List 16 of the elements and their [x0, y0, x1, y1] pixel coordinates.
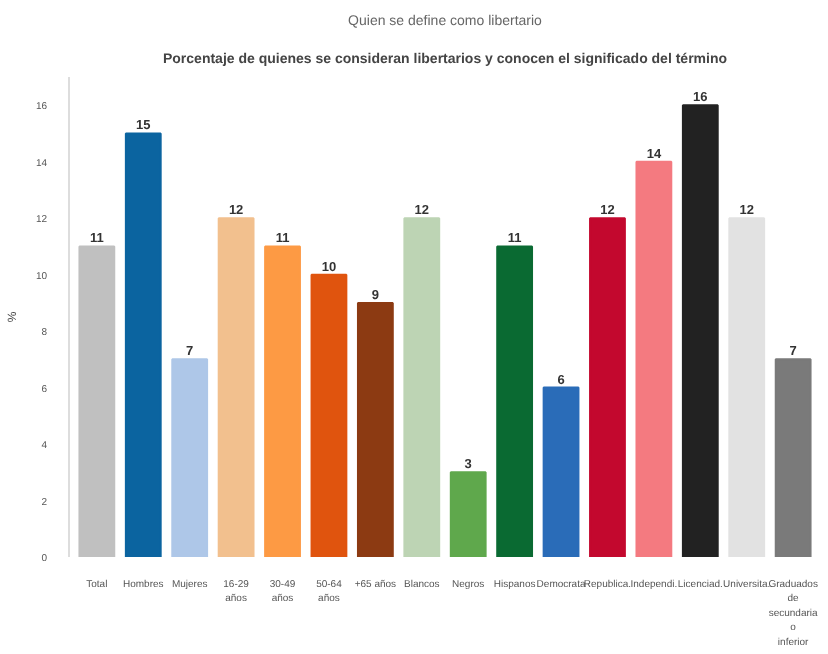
bar — [171, 358, 209, 557]
bar — [681, 104, 719, 557]
bar — [310, 273, 348, 557]
bar — [264, 245, 301, 557]
bar — [78, 245, 116, 557]
bar — [542, 386, 580, 557]
bar — [356, 301, 394, 557]
bar — [449, 471, 487, 557]
bar — [728, 217, 766, 557]
bar — [635, 160, 673, 557]
bar — [217, 217, 255, 557]
bar — [589, 217, 626, 557]
bar — [774, 358, 812, 557]
bar — [496, 245, 534, 557]
bar — [124, 132, 162, 557]
bar — [403, 217, 441, 557]
